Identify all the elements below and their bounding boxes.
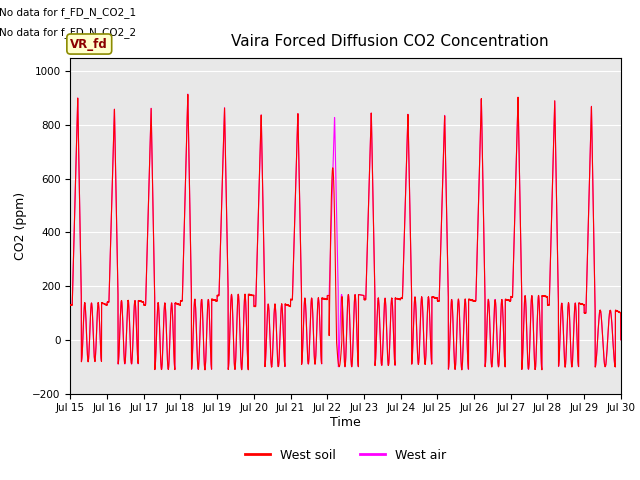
Text: VR_fd: VR_fd (70, 37, 108, 50)
Title: Vaira Forced Diffusion CO2 Concentration: Vaira Forced Diffusion CO2 Concentration (231, 35, 548, 49)
Legend: West soil, West air: West soil, West air (239, 444, 452, 467)
X-axis label: Time: Time (330, 416, 361, 429)
Text: No data for f_FD_N_CO2_1: No data for f_FD_N_CO2_1 (0, 7, 136, 18)
Y-axis label: CO2 (ppm): CO2 (ppm) (13, 192, 27, 260)
Text: No data for f_FD_N_CO2_2: No data for f_FD_N_CO2_2 (0, 27, 136, 38)
